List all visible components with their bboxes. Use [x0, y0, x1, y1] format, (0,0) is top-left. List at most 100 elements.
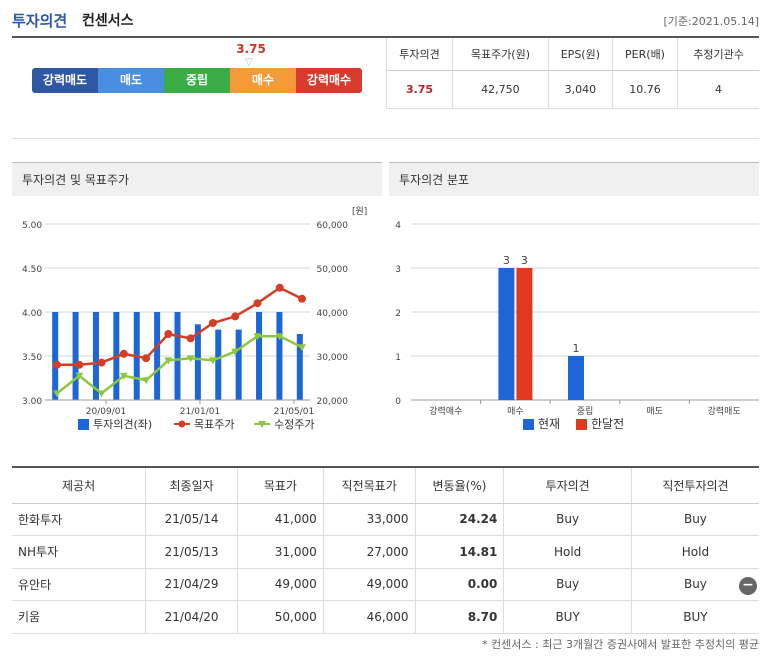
broker-target: 41,000: [237, 503, 324, 536]
adjusted-price-point: [97, 390, 106, 398]
x-tick-label: 강력매도: [708, 405, 741, 417]
scale-segment-strong-buy: 강력매수: [296, 68, 362, 93]
scale-segment-sell: 매도: [98, 68, 164, 93]
y-tick-label: 3: [395, 265, 401, 275]
opinion-target-price-chart: 5.00 60,000 4.50 50,000 4.00 40,000 3.50 30,000…: [22, 206, 367, 431]
scale-segment-hold: 중립: [164, 68, 230, 93]
adjusted-price-point: [164, 357, 173, 365]
target-price-point: [53, 360, 61, 369]
target-price-point: [97, 358, 106, 367]
page-header: 투자의견 컨센서스 [기준:2021.05.14]: [0, 0, 771, 38]
broker-opinion: Buy: [503, 503, 632, 536]
legend-current-label: 현재: [538, 417, 560, 431]
y-left-tick-label: 3.50: [22, 353, 42, 363]
table-row: NH투자 21/05/13 31,000 27,000 14.81 Hold H…: [12, 535, 759, 569]
broker-target: 31,000: [237, 535, 324, 569]
y-left-tick-label: 4.50: [22, 265, 42, 275]
broker-name: NH투자: [12, 535, 146, 569]
footnote: * 컨센서스 : 최근 3개월간 증권사에서 발표한 추정치의 평균: [482, 638, 759, 651]
broker-header-row: 제공처 최종일자 목표가 직전목표가 변동율(%) 투자의견 직전투자의견: [12, 466, 759, 504]
adjusted-price-point: [275, 333, 284, 341]
opinion-bar: [174, 312, 181, 400]
adjusted-price-point: [253, 333, 262, 341]
target-price-point: [186, 334, 195, 343]
current-bar: [568, 356, 584, 400]
current-bar: [498, 268, 515, 400]
broker-prev-opinion: Buy: [630, 568, 759, 601]
broker-prev-opinion: BUY: [630, 600, 759, 634]
data-label: 3: [521, 254, 528, 267]
x-tick-label: 매수: [507, 406, 524, 417]
table-row: 키움 21/04/20 50,000 46,000 8.70 BUY BUY: [12, 600, 759, 634]
broker-change: 14.81: [414, 535, 504, 569]
scale-bar: 강력매도 매도 중립 매수 강력매수: [32, 68, 362, 93]
collapse-button[interactable]: −: [739, 577, 757, 595]
left-panel-title: 투자의견 및 목표주가: [12, 162, 382, 196]
legend-adjusted-label: 수정주가: [274, 418, 314, 431]
legend-month-ago-swatch: [576, 419, 587, 430]
broker-date: 21/05/13: [145, 535, 238, 569]
right-panel-title: 투자의견 분포: [389, 162, 759, 196]
target-price-point: [231, 312, 240, 321]
adjusted-price-point: [208, 357, 217, 365]
target-price-point: [275, 283, 284, 292]
y-left-tick-label: 3.00: [22, 397, 42, 407]
adjusted-price-point: [231, 348, 240, 356]
summary-header-row: 투자의견 목표주가(원) EPS(원) PER(배) 추정기관수: [385, 38, 759, 71]
broker-prev-target: 49,000: [322, 568, 416, 601]
broker-target: 49,000: [237, 568, 324, 601]
base-date: [기준:2021.05.14]: [663, 15, 759, 28]
summary-value-row: 3.75 42,750 3,040 10.76 4: [385, 70, 759, 109]
broker-prev-target: 33,000: [322, 503, 416, 536]
month-ago-bar: [516, 268, 533, 400]
page-subtitle: 컨센서스: [82, 13, 134, 29]
x-tick-label: 21/01/01: [180, 407, 220, 417]
opinion-bar: [52, 312, 59, 400]
y-right-tick-label: 30,000: [317, 353, 349, 363]
broker-header-cell: 투자의견: [503, 466, 632, 504]
target-price-point: [298, 294, 306, 303]
summary-table: 투자의견 목표주가(원) EPS(원) PER(배) 추정기관수 3.75 42…: [385, 38, 759, 109]
broker-header-cell: 직전투자의견: [630, 466, 759, 504]
broker-change: 24.24: [414, 503, 504, 536]
adjusted-price-point: [298, 344, 306, 352]
legend-target-label: 목표주가: [194, 418, 234, 431]
broker-prev-opinion: Buy: [630, 503, 759, 536]
summary-header-cell: EPS(원): [547, 38, 613, 71]
y-right-unit-label: [원]: [352, 206, 367, 217]
broker-header-cell: 변동율(%): [414, 466, 504, 504]
opinion-scale: 3.75 ▽ 강력매도 매도 중립 매수 강력매수: [12, 38, 387, 110]
opinion-bar: [276, 312, 283, 400]
target-price-point: [142, 354, 151, 363]
broker-target: 50,000: [237, 600, 324, 634]
legend-adjusted-marker: [258, 421, 266, 428]
broker-opinion: BUY: [503, 600, 632, 634]
table-row: 유안타 21/04/29 49,000 49,000 0.00 Buy Buy: [12, 568, 759, 601]
opinion-bar: [235, 329, 242, 400]
legend-current-swatch: [523, 419, 534, 430]
opinion-bar: [215, 329, 222, 400]
summary-opinion-value: 3.75: [385, 70, 453, 109]
y-tick-label: 0: [395, 397, 401, 407]
x-tick-label: 매도: [646, 406, 663, 417]
broker-opinion: Buy: [503, 568, 632, 601]
data-label: 1: [573, 342, 580, 355]
scale-value: 3.75: [236, 42, 266, 56]
legend-target-marker: [178, 420, 186, 428]
target-price-point: [119, 349, 128, 358]
y-right-tick-label: 50,000: [317, 265, 349, 275]
page-title: 투자의견: [12, 12, 68, 30]
broker-date: 21/04/29: [145, 568, 238, 601]
broker-date: 21/04/20: [145, 600, 238, 634]
table-row: 한화투자 21/05/14 41,000 33,000 24.24 Buy Bu…: [12, 503, 759, 536]
target-price-point: [75, 360, 84, 369]
section-divider: [12, 138, 759, 139]
scale-segment-strong-sell: 강력매도: [32, 68, 98, 93]
opinion-bar: [72, 312, 79, 400]
adjusted-price-point: [142, 377, 151, 385]
y-tick-label: 2: [395, 309, 401, 319]
y-right-tick-label: 20,000: [317, 397, 349, 407]
y-tick-label: 4: [395, 221, 401, 231]
summary-per: 10.76: [611, 70, 678, 109]
summary-target-price: 42,750: [452, 70, 549, 109]
